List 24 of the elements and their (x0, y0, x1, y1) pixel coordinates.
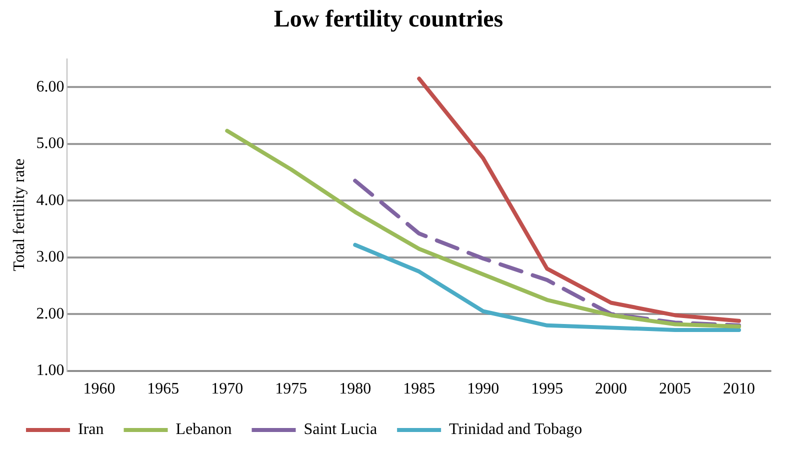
x-tick-label: 1985 (403, 380, 436, 398)
x-tick-label: 1970 (211, 380, 244, 398)
y-axis-title: Total fertility rate (10, 158, 28, 272)
x-tick-label: 1995 (531, 380, 564, 398)
x-tick-label: 2000 (595, 380, 628, 398)
line-series (353, 178, 742, 328)
x-tick-label: 1980 (339, 380, 372, 398)
legend-label: Trinidad and Tobago (449, 421, 582, 438)
y-tick-label: 3.00 (36, 248, 64, 266)
y-tick-label: 4.00 (36, 192, 64, 209)
x-tick-label: 1990 (467, 380, 500, 398)
legend-label: Iran (78, 421, 104, 438)
y-tick-label: 6.00 (36, 78, 64, 96)
y-tick-label: 5.00 (36, 135, 64, 152)
legend-label: Saint Lucia (304, 421, 378, 438)
x-tick-label: 1975 (275, 380, 308, 398)
y-tick-label: 2.00 (36, 305, 64, 322)
y-tick-label: 1.00 (36, 362, 64, 380)
x-tick-label: 2005 (659, 380, 692, 398)
x-tick-label: 2010 (723, 380, 756, 398)
x-tick-label: 1965 (147, 380, 180, 398)
legend-label: Lebanon (176, 421, 232, 438)
x-tick-label: 1960 (83, 380, 116, 398)
chart-title: Low fertility countries (274, 6, 504, 33)
